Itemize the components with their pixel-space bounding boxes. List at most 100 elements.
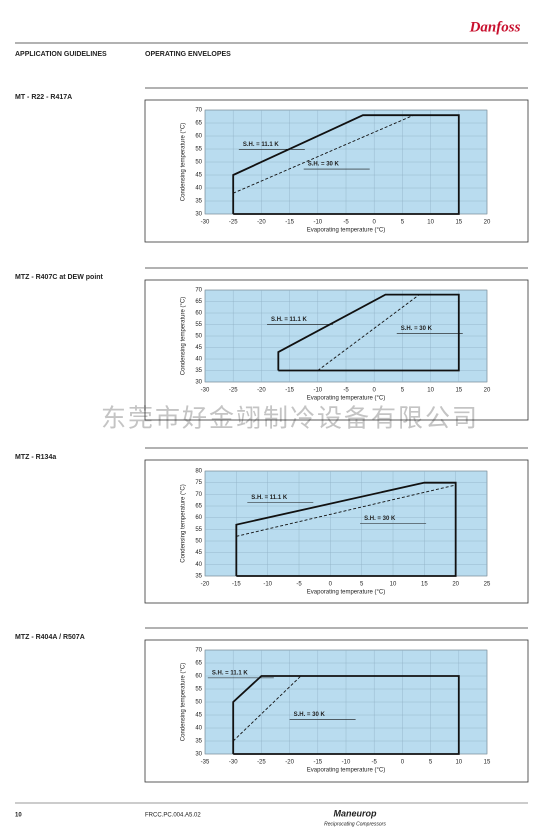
x-tick-label: 0	[329, 582, 333, 588]
y-tick-label: 65	[195, 121, 202, 127]
x-tick-label: 10	[427, 220, 434, 226]
x-tick-label: 15	[455, 220, 462, 226]
series-label: S.H. = 11.1 K	[251, 495, 288, 501]
y-tick-label: 60	[195, 515, 202, 521]
y-tick-label: 45	[195, 713, 202, 719]
envelope-line	[232, 675, 302, 742]
y-tick-label: 55	[195, 687, 202, 693]
x-tick-label: 15	[421, 582, 428, 588]
y-tick-label: 60	[195, 134, 202, 140]
y-tick-label: 55	[195, 147, 202, 153]
x-tick-label: -20	[201, 582, 210, 588]
x-tick-label: -5	[343, 220, 349, 226]
chart-frame	[144, 639, 529, 783]
x-tick-label: 15	[455, 388, 462, 394]
series-label: S.H. = 30 K	[294, 712, 326, 718]
series-label: S.H. = 11.1 K	[243, 142, 280, 148]
x-tick-label: -30	[201, 220, 210, 226]
y-tick-label: 30	[195, 212, 202, 218]
x-tick-label: -5	[343, 388, 349, 394]
y-tick-label: 50	[195, 160, 202, 166]
x-tick-label: -35	[201, 760, 210, 766]
y-tick-label: 45	[195, 550, 202, 556]
y-axis-label: Condensing temperature (°C)	[181, 297, 187, 375]
x-tick-label: 0	[401, 760, 405, 766]
y-tick-label: 80	[195, 469, 202, 475]
y-tick-label: 35	[195, 739, 202, 745]
y-tick-label: 70	[195, 648, 202, 654]
y-tick-label: 40	[195, 726, 202, 732]
y-tick-label: 70	[195, 492, 202, 498]
y-axis-label: Condensing temperature (°C)	[181, 484, 187, 562]
y-tick-label: 35	[195, 199, 202, 205]
series-label: S.H. = 30 K	[364, 516, 396, 522]
x-tick-label: -30	[229, 760, 238, 766]
x-tick-label: -25	[257, 760, 266, 766]
y-tick-label: 45	[195, 173, 202, 179]
x-tick-label: 25	[484, 582, 491, 588]
y-tick-label: 65	[195, 504, 202, 510]
y-tick-label: 50	[195, 539, 202, 545]
y-tick-label: 50	[195, 334, 202, 340]
chart-frame	[144, 279, 529, 421]
doc-code: FRCC.PC.004.A5.02	[145, 813, 201, 819]
series-label: S.H. = 11.1 K	[271, 317, 308, 323]
x-tick-label: 5	[401, 388, 405, 394]
y-axis-label: Condensing temperature (°C)	[181, 663, 187, 741]
x-tick-label: -15	[285, 220, 294, 226]
series-label: S.H. = 30 K	[308, 162, 340, 168]
footer-brand: Maneurop	[333, 808, 377, 818]
y-tick-label: 60	[195, 674, 202, 680]
y-tick-label: 30	[195, 752, 202, 758]
y-tick-label: 55	[195, 527, 202, 533]
y-tick-label: 40	[195, 357, 202, 363]
x-tick-label: 20	[484, 220, 491, 226]
y-tick-label: 65	[195, 661, 202, 667]
x-tick-label: 15	[484, 760, 491, 766]
x-tick-label: 20	[484, 388, 491, 394]
y-tick-label: 60	[195, 311, 202, 317]
page-number: 10	[15, 813, 22, 819]
x-tick-label: 10	[427, 388, 434, 394]
section-title: MTZ - R134a	[15, 454, 56, 461]
x-tick-label: -20	[285, 760, 294, 766]
x-tick-label: 10	[390, 582, 397, 588]
y-tick-label: 70	[195, 288, 202, 294]
y-tick-label: 30	[195, 380, 202, 386]
y-tick-label: 70	[195, 108, 202, 114]
y-tick-label: 40	[195, 186, 202, 192]
watermark: 东莞市好金翊制冷设备有限公司	[101, 405, 479, 433]
y-axis-label: Condensing temperature (°C)	[181, 123, 187, 201]
brand-logo: Danfoss	[469, 19, 521, 35]
x-tick-label: -10	[263, 582, 272, 588]
x-tick-label: 0	[373, 388, 377, 394]
x-tick-label: 0	[373, 220, 377, 226]
chart-frame	[144, 459, 529, 604]
x-tick-label: 5	[401, 220, 405, 226]
x-tick-label: 20	[452, 582, 459, 588]
section-title: MTZ - R404A / R507A	[15, 634, 85, 641]
x-tick-label: 5	[360, 582, 364, 588]
x-tick-label: -15	[232, 582, 241, 588]
y-tick-label: 75	[195, 480, 202, 486]
x-tick-label: 10	[455, 760, 462, 766]
x-tick-label: -10	[342, 760, 351, 766]
plot-area	[204, 470, 488, 577]
charts: MT - R22 - R417A MTZ - R407C at DEW point…	[15, 87, 529, 783]
header-left: APPLICATION GUIDELINES	[15, 51, 107, 58]
header-right: OPERATING ENVELOPES	[145, 51, 231, 58]
x-tick-label: -15	[313, 760, 322, 766]
x-tick-label: -10	[313, 220, 322, 226]
y-tick-label: 55	[195, 322, 202, 328]
x-tick-label: -25	[229, 220, 238, 226]
section-title: MTZ - R407C at DEW point	[15, 274, 104, 281]
envelope-line	[233, 114, 414, 194]
x-tick-label: 5	[429, 760, 433, 766]
footer-tagline: Reciprocating Compressors	[324, 821, 386, 827]
x-tick-label: -5	[296, 582, 302, 588]
series-label: S.H. = 30 K	[401, 326, 433, 332]
y-tick-label: 65	[195, 299, 202, 305]
envelope-line	[232, 675, 460, 755]
y-tick-label: 50	[195, 700, 202, 706]
